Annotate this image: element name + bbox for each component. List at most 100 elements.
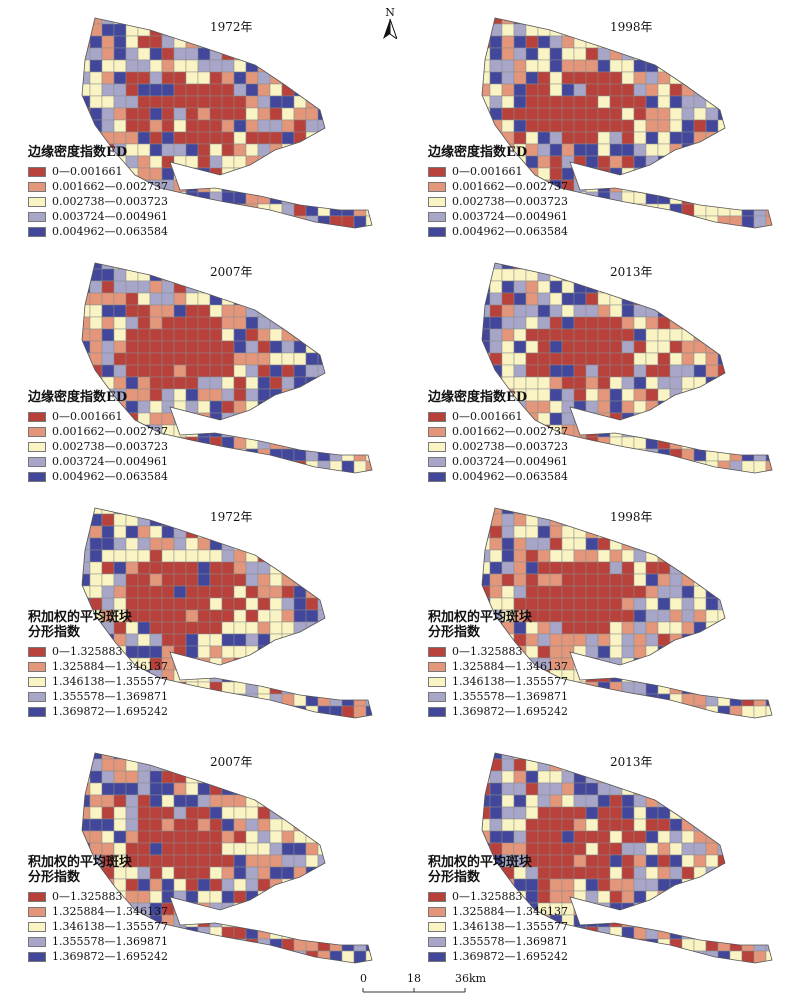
grid-cell [741,292,755,306]
grid-cell [753,806,767,820]
grid-cell [137,597,151,611]
grid-cell [705,537,719,551]
grid-cell [681,376,695,390]
grid-cell [765,191,772,205]
legend-swatch [428,891,446,902]
grid-cell [257,621,271,635]
grid-cell [233,316,247,330]
grid-cell [549,549,563,563]
legend-item: 1.325884—1.346137 [428,659,568,674]
grid-cell [585,609,599,623]
grid-cell [778,963,790,975]
grid-cell [778,401,790,413]
legend-item: 0.004962—0.063584 [28,469,168,484]
grid-cell [317,472,331,473]
grid-cell [765,830,772,844]
grid-cell [561,263,575,270]
grid-cell [657,705,671,718]
grid-cell [365,926,372,940]
legend-label: 0.001662—0.002737 [452,425,568,438]
grid-cell [378,574,390,586]
grid-cell [197,705,211,718]
grid-cell [89,95,103,109]
grid-cell [501,59,515,73]
grid-cell [693,597,707,611]
grid-cell [378,473,390,485]
grid-cell [365,472,372,473]
legend-label: 1.355578—1.369871 [452,690,568,703]
grid-cell [149,753,163,760]
grid-cell [197,47,211,61]
grid-cell [573,537,587,551]
grid-cell [621,633,635,647]
grid-cell [729,18,743,25]
grid-cell [209,203,223,217]
grid-cell [609,227,623,228]
grid-cell [365,902,372,916]
grid-cell [341,167,355,181]
grid-cell [341,131,355,145]
grid-cell [161,525,175,539]
grid-cell [501,119,515,133]
grid-cell [365,657,372,671]
grid-cell [173,316,187,330]
grid-cell [269,131,283,145]
grid-cell [149,794,163,808]
grid-cell [501,280,515,294]
legend-title-line: 积加权的平均斑块 [428,855,533,870]
grid-cell [525,352,539,366]
grid-cell [753,681,767,695]
grid-cell [353,597,367,611]
grid-cell [173,717,187,718]
grid-cell [161,842,175,856]
grid-cell [185,705,199,718]
grid-cell [765,268,772,282]
grid-cell [257,782,271,796]
grid-cell [525,806,539,820]
grid-cell [765,227,772,228]
grid-cell [693,806,707,820]
grid-cell [657,364,671,378]
grid-cell [221,842,235,856]
grid-cell [245,525,259,539]
grid-cell [693,227,707,228]
grid-cell [657,59,671,73]
grid-cell [233,573,247,587]
grid-cell [378,526,390,538]
grid-cell [137,376,151,390]
grid-cell [197,143,211,157]
grid-cell [609,179,623,193]
grid-cell [185,352,199,366]
grid-cell [329,585,343,599]
grid-cell [353,657,367,671]
legend-label: 0—0.001661 [452,410,523,423]
grid-cell [633,107,647,121]
grid-cell [741,866,755,880]
grid-cell [233,717,247,718]
grid-cell [161,717,175,718]
grid-cell [281,340,295,354]
grid-cell [537,794,551,808]
grid-cell [185,854,199,868]
grid-cell [209,328,223,342]
grid-cell [573,645,587,659]
grid-cell [513,782,527,796]
grid-cell [317,316,331,330]
grid-cell [365,609,372,623]
grid-cell [341,83,355,97]
grid-cell [657,83,671,97]
grid-cell [729,280,743,294]
grid-cell [149,59,163,73]
grid-cell [293,890,307,904]
grid-cell [305,412,319,426]
grid-cell [657,962,671,963]
grid-cell [693,23,707,37]
grid-cell [365,830,372,844]
grid-cell [257,59,271,73]
grid-cell [482,376,491,390]
grid-cell [209,448,223,462]
grid-cell [353,23,367,37]
grid-cell [645,71,659,85]
grid-cell [365,621,372,635]
grid-cell [525,794,539,808]
